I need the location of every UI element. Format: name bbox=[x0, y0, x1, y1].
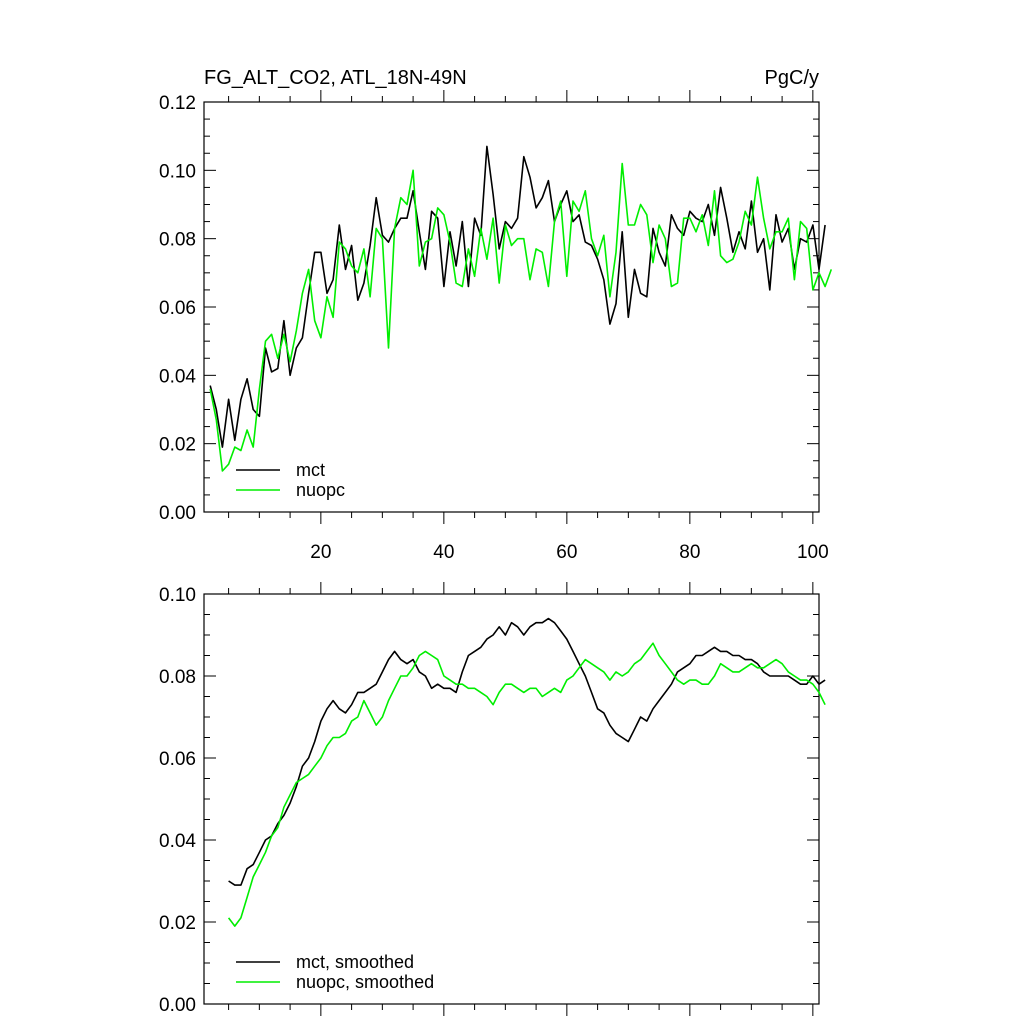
series-line-0 bbox=[209, 145, 826, 448]
chart-title: FG_ALT_CO2, ATL_18N-49N bbox=[204, 67, 467, 89]
legend-label: mct, smoothed bbox=[296, 952, 414, 972]
y-tick-label: 0.04 bbox=[159, 366, 196, 387]
y-tick-label: 0.00 bbox=[159, 503, 196, 524]
y-tick-label: 0.06 bbox=[159, 749, 196, 770]
x-tick-label: 60 bbox=[556, 542, 577, 563]
legend-label: nuopc bbox=[296, 480, 345, 500]
y-tick-label: 0.06 bbox=[159, 298, 196, 319]
series-line-1 bbox=[227, 642, 826, 927]
y-tick-label: 0.08 bbox=[159, 230, 196, 251]
legend-label: mct bbox=[296, 460, 325, 480]
x-tick-label: 20 bbox=[310, 542, 331, 563]
x-tick-label: 40 bbox=[433, 542, 454, 563]
legend-label: nuopc, smoothed bbox=[296, 972, 434, 992]
y-tick-label: 0.02 bbox=[159, 913, 196, 934]
top-panel: 0.00 0.02 0.04 0.06 0.08 0.10 0.12 20 40 60 80 100 m… bbox=[159, 90, 833, 563]
x-tick-label: 100 bbox=[797, 542, 829, 563]
chart-units: PgC/y bbox=[765, 67, 819, 89]
y-tick-label: 0.10 bbox=[159, 585, 196, 606]
series-line-1 bbox=[209, 162, 833, 472]
y-tick-label: 0.00 bbox=[159, 995, 196, 1016]
y-tick-label: 0.10 bbox=[159, 161, 196, 182]
plot-frame bbox=[203, 101, 820, 513]
series-line-0 bbox=[228, 617, 826, 886]
bottom-panel: 0.00 0.02 0.04 0.06 0.08 0.10 mct, smoothednuo… bbox=[159, 582, 826, 1016]
y-tick-label: 0.08 bbox=[159, 667, 196, 688]
y-tick-label: 0.02 bbox=[159, 435, 196, 456]
y-tick-label: 0.12 bbox=[159, 93, 196, 114]
y-tick-label: 0.04 bbox=[159, 831, 196, 852]
plot-frame bbox=[203, 593, 820, 1005]
x-tick-label: 80 bbox=[679, 542, 700, 563]
